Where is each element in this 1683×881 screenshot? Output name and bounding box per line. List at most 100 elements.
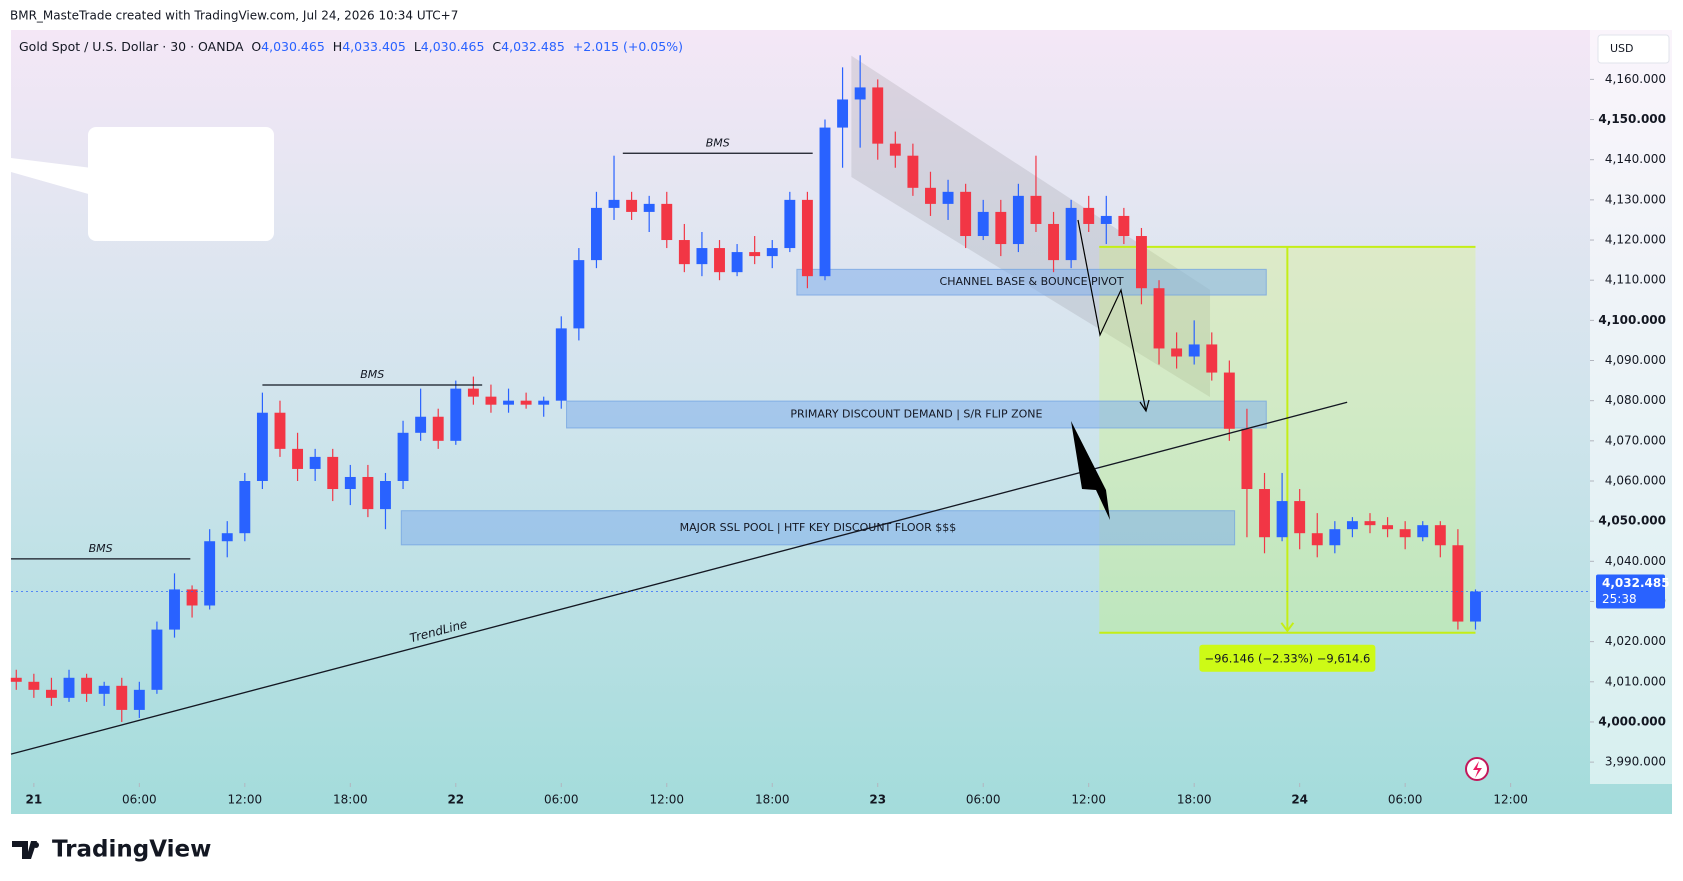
brand: TradingView (52, 837, 211, 863)
candle-body (1364, 521, 1376, 526)
candle-body (63, 677, 75, 698)
candle-body (344, 476, 356, 490)
credit: BMR_MasteTrade created with TradingView.… (10, 9, 458, 23)
channel (851, 55, 1211, 398)
alert-bolt (1473, 761, 1482, 778)
measure-label-box (1199, 644, 1376, 672)
y-tick-label: 4,110.000 (1605, 273, 1666, 287)
tv-logo (12, 841, 39, 859)
candle-body (643, 203, 655, 212)
candle-body (45, 689, 57, 698)
x-tick-label: 23 (869, 793, 886, 807)
candle-body (626, 199, 638, 212)
info-pointer (11, 158, 92, 195)
candle-body (81, 677, 93, 694)
candle-body (1329, 529, 1341, 546)
candle-body (503, 400, 514, 405)
candle-body (397, 432, 409, 481)
candle-body (151, 629, 163, 690)
y-tick-label: 3,990.000 (1605, 755, 1666, 769)
last-price-box (1596, 574, 1665, 609)
candle-body (889, 143, 901, 156)
candle-body (362, 476, 374, 510)
candle-body (327, 456, 339, 490)
zone (400, 510, 1236, 546)
header-part: 4,033.405 (342, 39, 406, 54)
x-tick-label: 18:00 (333, 793, 368, 807)
candle-body (520, 400, 532, 405)
price-axis-background (1590, 30, 1672, 784)
candle-body (678, 240, 690, 265)
y-tick-label: 4,130.000 (1605, 192, 1666, 206)
candle-body (731, 252, 743, 273)
candle-body (608, 199, 620, 208)
y-tick-label: 4,080.000 (1605, 393, 1666, 407)
candle-body (960, 191, 972, 237)
candle-body (1100, 215, 1112, 224)
candle-body (1065, 207, 1077, 261)
candle-body (907, 155, 919, 188)
measure-label: −96.146 (−2.33%) −9,614.6 (1204, 651, 1370, 665)
candle-body (573, 260, 585, 329)
currency: USD (1610, 42, 1634, 55)
candle-body (1135, 236, 1147, 289)
info-panel (88, 127, 274, 241)
candle-body (942, 191, 954, 204)
zone-label: CHANNEL BASE & BOUNCE PIVOT (940, 275, 1124, 288)
candle-body (1048, 223, 1059, 261)
y-tick-label: 4,100.000 (1598, 313, 1666, 327)
candle-body (1452, 545, 1464, 622)
x-tick-label: 12:00 (228, 793, 263, 807)
y-tick-label: 4,070.000 (1605, 433, 1666, 447)
candle-body (1434, 525, 1446, 546)
bms-label: BMS (89, 542, 113, 555)
candle-body (1188, 344, 1200, 357)
candle-body (256, 412, 268, 481)
x-tick-label: 12:00 (1493, 793, 1528, 807)
candle-body (186, 589, 198, 606)
countdown: 25:38 (1602, 592, 1637, 606)
y-tick-label: 4,040.000 (1605, 554, 1666, 568)
x-tick-label: 06:00 (122, 793, 157, 807)
x-tick-label: 12:00 (649, 793, 684, 807)
candle-body (801, 199, 813, 277)
candle-body (98, 685, 110, 694)
candle-body (1311, 533, 1323, 546)
candle-body (714, 248, 725, 273)
candle-body (1206, 344, 1218, 373)
candle-body (1259, 489, 1270, 538)
candle-body (1241, 428, 1253, 490)
y-tick-label: 4,010.000 (1605, 674, 1666, 688)
candle-body (661, 203, 673, 241)
candle-body (380, 480, 391, 510)
candle-body (1083, 207, 1095, 224)
header-part: +2.015 (+0.05%) (573, 39, 683, 54)
header-part: 4,032.485 (501, 39, 565, 54)
candle-body (10, 677, 22, 682)
candle-body (1118, 215, 1130, 237)
candle-body (169, 589, 180, 630)
candle-body (292, 448, 304, 469)
candle-body (1223, 372, 1235, 429)
candle-body (538, 400, 550, 405)
header-part: L (414, 39, 421, 54)
x-tick-label: 12:00 (1071, 793, 1106, 807)
candle-body (1153, 288, 1165, 349)
y-tick-label: 4,160.000 (1605, 72, 1666, 86)
x-tick-label: 06:00 (544, 793, 579, 807)
candle-body (590, 207, 602, 261)
candle-body (1399, 529, 1411, 538)
zone-label: PRIMARY DISCOUNT DEMAND | S/R FLIP ZONE (790, 408, 1042, 421)
candle-body (239, 480, 251, 534)
y-tick-label: 4,090.000 (1605, 353, 1666, 367)
candle-body (415, 416, 427, 433)
candle-body (1012, 195, 1024, 245)
currency-box (1597, 34, 1670, 64)
y-tick-label: 4,050.000 (1598, 514, 1666, 528)
x-tick-label: 06:00 (966, 793, 1001, 807)
candle-body (1382, 525, 1394, 530)
x-tick-label: 21 (26, 793, 43, 807)
header-part: H (333, 39, 342, 54)
candle-body (274, 412, 286, 449)
